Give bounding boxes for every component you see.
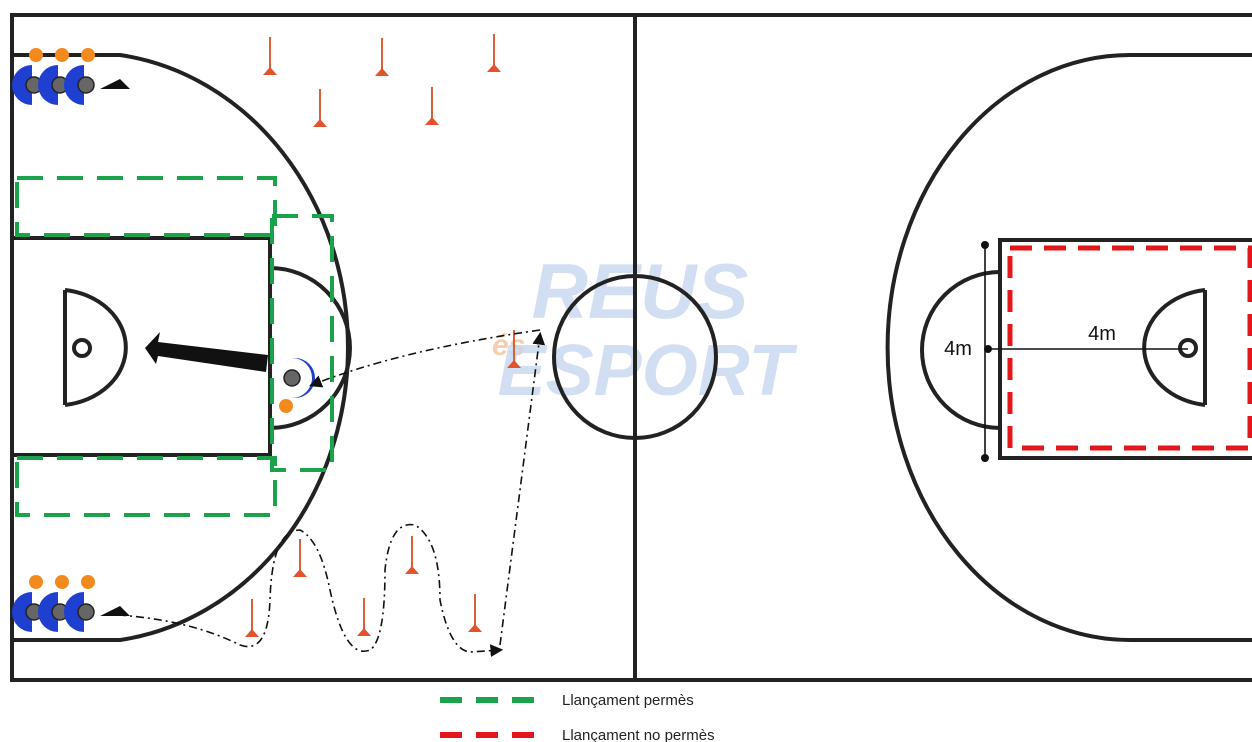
forbidden-zone: [1007, 245, 1252, 451]
dribble-path: [117, 523, 504, 658]
player: [12, 48, 43, 105]
measurements: [981, 241, 1188, 462]
cone: [313, 89, 327, 127]
player: [38, 48, 69, 105]
cone: [245, 599, 259, 637]
pass-path: [309, 329, 541, 388]
cones: [245, 34, 521, 637]
cone: [425, 87, 439, 125]
cone: [405, 536, 419, 574]
run-path: [499, 331, 546, 646]
cone: [293, 539, 307, 577]
ball-line: [100, 606, 130, 616]
cone: [375, 38, 389, 76]
player: [12, 575, 43, 632]
player: [38, 575, 69, 632]
logo-top: REUS: [532, 247, 749, 335]
legend-label: Llançament permès: [562, 692, 694, 709]
allowed-zones: [15, 176, 334, 517]
cone: [357, 598, 371, 636]
legend: Llançament permès Llançament no permès: [440, 692, 715, 742]
legend-label: Llançament no permès: [562, 727, 715, 742]
cone: [468, 594, 482, 632]
players: [12, 48, 315, 632]
logo-bottom: ESPORT: [498, 331, 799, 411]
cone: [263, 37, 277, 75]
player: [64, 48, 95, 105]
distance-label: 4m: [944, 338, 972, 360]
cone: [487, 34, 501, 72]
player: [64, 575, 95, 632]
court-lines: [10, 13, 1252, 682]
player: [279, 358, 315, 413]
shot-arrow: [145, 332, 268, 372]
distance-label: 4m: [1088, 323, 1116, 345]
cone: [507, 330, 521, 368]
ball-line: [100, 79, 130, 89]
